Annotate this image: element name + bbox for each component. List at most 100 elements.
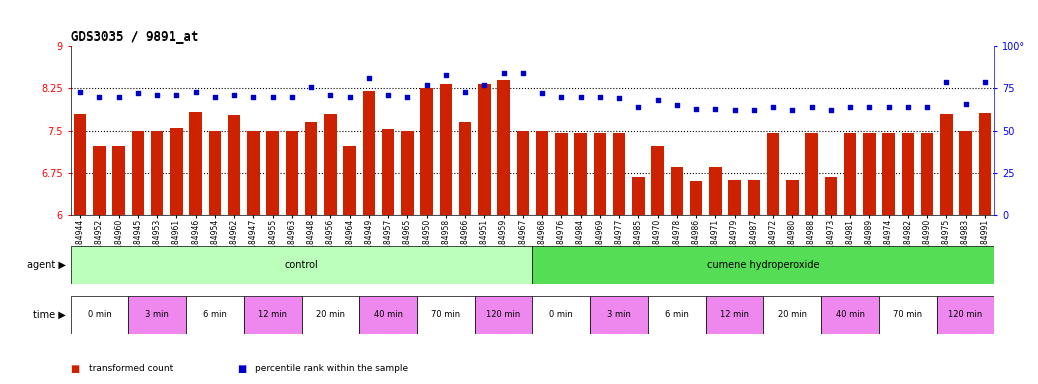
Point [900, 104, 917, 110]
Text: time ▶: time ▶ [32, 310, 65, 320]
Bar [767, 133, 780, 215]
Bar [882, 133, 895, 215]
Point [457, 89, 473, 95]
Bar [417, 296, 474, 334]
Text: control: control [284, 260, 319, 270]
Text: 0 min: 0 min [87, 310, 111, 319]
Point [745, 107, 762, 113]
Bar [74, 114, 86, 215]
Bar [112, 146, 125, 215]
Bar [786, 180, 798, 215]
Bar [936, 296, 994, 334]
Point [495, 70, 512, 76]
Text: agent ▶: agent ▶ [27, 260, 65, 270]
Bar [267, 131, 279, 215]
Text: GDS3035 / 9891_at: GDS3035 / 9891_at [71, 30, 198, 43]
Point [322, 92, 338, 98]
Point [399, 94, 415, 100]
Bar [301, 296, 359, 334]
Bar [863, 133, 876, 215]
Point [515, 70, 531, 76]
Point [688, 106, 705, 112]
Point [418, 82, 435, 88]
Point [919, 104, 935, 110]
Text: 3 min: 3 min [607, 310, 631, 319]
Point [765, 104, 782, 110]
Text: 12 min: 12 min [258, 310, 288, 319]
Bar [844, 133, 856, 215]
Bar [151, 131, 163, 215]
Bar [574, 133, 586, 215]
Bar [170, 128, 183, 215]
Bar [648, 296, 706, 334]
Point [283, 94, 300, 100]
Bar [709, 167, 721, 215]
Bar [612, 133, 625, 215]
Point [110, 94, 127, 100]
Bar [479, 84, 491, 215]
Bar [129, 296, 186, 334]
Text: 6 min: 6 min [665, 310, 689, 319]
Bar [420, 88, 433, 215]
Bar [247, 131, 260, 215]
Bar [763, 296, 821, 334]
Point [938, 78, 955, 84]
Bar [305, 122, 318, 215]
Bar [940, 114, 953, 215]
Point [72, 89, 88, 95]
Bar [594, 133, 606, 215]
Point [553, 94, 570, 100]
Text: 70 min: 70 min [894, 310, 923, 319]
Text: percentile rank within the sample: percentile rank within the sample [255, 364, 409, 373]
Point [476, 82, 493, 88]
Text: GDS3035 / 9891_at: GDS3035 / 9891_at [71, 29, 198, 42]
Point [303, 84, 320, 90]
Point [245, 94, 262, 100]
Point [707, 106, 723, 112]
Bar [132, 131, 144, 215]
Bar [209, 131, 221, 215]
Text: 120 min: 120 min [487, 310, 521, 319]
Bar [532, 296, 591, 334]
Point [380, 92, 397, 98]
Text: 6 min: 6 min [203, 310, 227, 319]
Bar [71, 246, 532, 284]
Bar [359, 296, 417, 334]
Text: 70 min: 70 min [432, 310, 461, 319]
Point [977, 78, 993, 84]
Text: 20 min: 20 min [777, 310, 807, 319]
Bar [532, 246, 994, 284]
Point [438, 72, 455, 78]
Point [572, 94, 589, 100]
Point [650, 97, 666, 103]
Bar [517, 131, 529, 215]
Point [610, 95, 627, 101]
Bar [344, 146, 356, 215]
Point [880, 104, 897, 110]
Text: 40 min: 40 min [836, 310, 865, 319]
Text: cumene hydroperoxide: cumene hydroperoxide [707, 260, 820, 270]
Point [957, 101, 974, 107]
Point [265, 94, 281, 100]
Bar [591, 296, 648, 334]
Bar [979, 113, 991, 215]
Bar [921, 133, 933, 215]
Text: ■: ■ [237, 364, 246, 374]
Text: 3 min: 3 min [145, 310, 169, 319]
Point [226, 92, 243, 98]
Bar [805, 133, 818, 215]
Point [130, 90, 146, 96]
Bar [824, 177, 837, 215]
Bar [228, 115, 241, 215]
Point [342, 94, 358, 100]
Text: 0 min: 0 min [549, 310, 573, 319]
Point [630, 104, 647, 110]
Point [207, 94, 223, 100]
Bar [555, 133, 568, 215]
Bar [362, 91, 375, 215]
Bar [879, 296, 936, 334]
Text: 40 min: 40 min [374, 310, 403, 319]
Point [727, 107, 743, 113]
Point [822, 107, 839, 113]
Point [148, 92, 165, 98]
